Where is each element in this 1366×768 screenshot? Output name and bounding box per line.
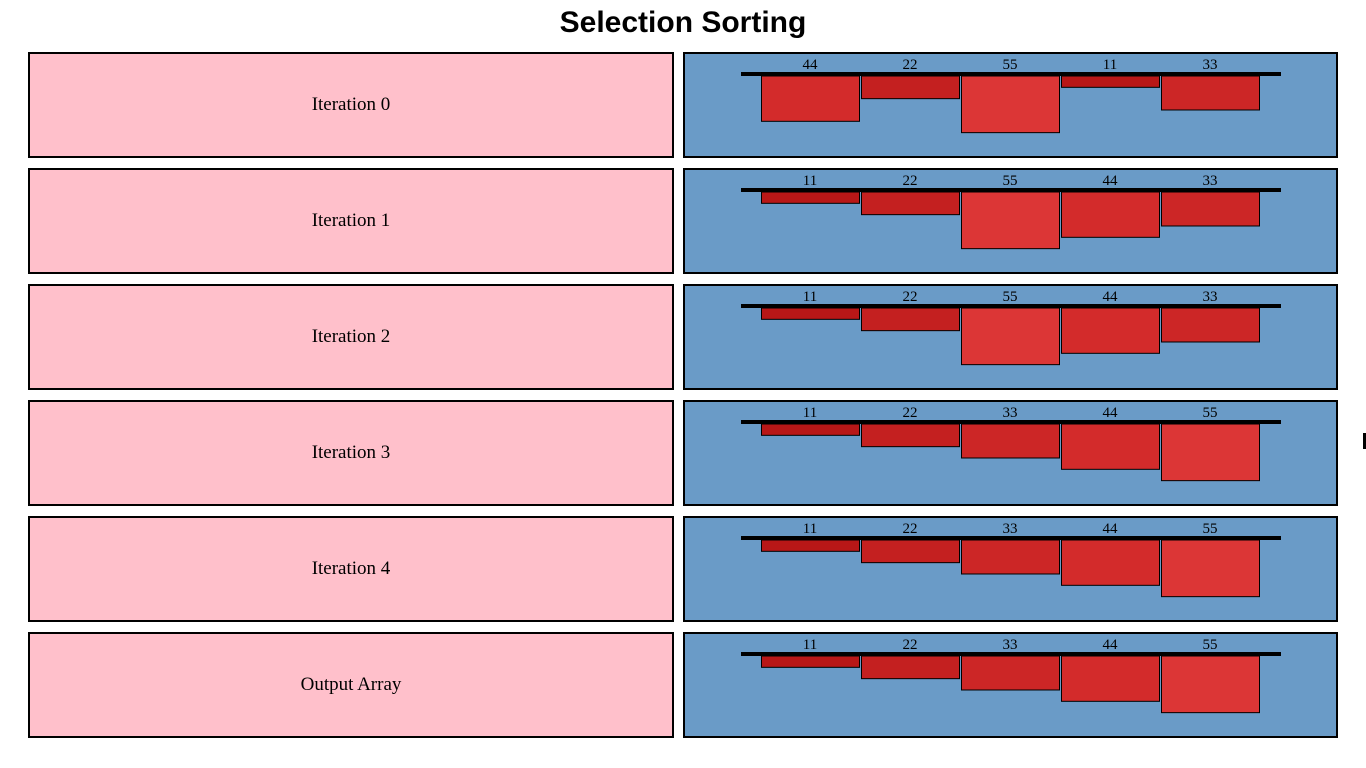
array-value-label: 11 bbox=[803, 405, 817, 421]
array-value-label: 44 bbox=[803, 57, 819, 73]
iteration-label: Iteration 3 bbox=[28, 400, 674, 506]
array-value-label: 11 bbox=[803, 289, 817, 305]
array-bar bbox=[1161, 655, 1260, 714]
iterations-list: Iteration 0 44 22 55 11 33 Iteration 1 11 22 5… bbox=[28, 52, 1338, 748]
array-chart: 11 22 33 44 55 bbox=[683, 400, 1338, 506]
array-bar bbox=[1061, 75, 1160, 88]
array-bar bbox=[961, 191, 1060, 250]
array-bar bbox=[861, 307, 960, 332]
iteration-row: Iteration 1 11 22 55 44 33 bbox=[28, 168, 1338, 274]
array-bar bbox=[1061, 307, 1160, 354]
array-value-label: 33 bbox=[1203, 57, 1218, 73]
array-bar bbox=[1161, 423, 1260, 482]
array-value-label: 22 bbox=[903, 173, 918, 189]
array-chart-svg: 11 22 55 44 33 bbox=[741, 289, 1281, 366]
array-value-label: 33 bbox=[1003, 521, 1018, 537]
array-bar bbox=[861, 539, 960, 564]
array-bar bbox=[761, 423, 860, 436]
array-axis-line bbox=[741, 536, 1281, 540]
array-value-label: 55 bbox=[1003, 173, 1018, 189]
array-bar bbox=[761, 191, 860, 204]
array-axis-line bbox=[741, 72, 1281, 76]
iteration-row: Iteration 4 11 22 33 44 55 bbox=[28, 516, 1338, 622]
array-bar bbox=[1061, 423, 1160, 470]
array-chart-svg: 44 22 55 11 33 bbox=[741, 57, 1281, 134]
array-chart: 11 22 33 44 55 bbox=[683, 632, 1338, 738]
array-bar bbox=[1161, 539, 1260, 598]
iteration-label: Iteration 2 bbox=[28, 284, 674, 390]
array-value-label: 22 bbox=[903, 405, 918, 421]
array-value-label: 11 bbox=[803, 173, 817, 189]
array-bar bbox=[1061, 655, 1160, 702]
iteration-row: Output Array 11 22 33 44 55 bbox=[28, 632, 1338, 738]
array-bar bbox=[761, 307, 860, 320]
array-chart-svg: 11 22 33 44 55 bbox=[741, 405, 1281, 482]
array-value-label: 55 bbox=[1203, 637, 1218, 653]
array-bar bbox=[1061, 539, 1160, 586]
array-axis-line bbox=[741, 420, 1281, 424]
text-cursor-mark bbox=[1363, 433, 1366, 449]
iteration-label: Iteration 1 bbox=[28, 168, 674, 274]
array-bar bbox=[761, 655, 860, 668]
array-chart-svg: 11 22 55 44 33 bbox=[741, 173, 1281, 250]
array-value-label: 22 bbox=[903, 521, 918, 537]
array-value-label: 22 bbox=[903, 637, 918, 653]
array-bar bbox=[761, 539, 860, 552]
array-value-label: 11 bbox=[803, 637, 817, 653]
array-bar bbox=[1161, 307, 1260, 343]
array-chart: 11 22 55 44 33 bbox=[683, 284, 1338, 390]
array-bar bbox=[961, 307, 1060, 366]
iteration-row: Iteration 3 11 22 33 44 55 bbox=[28, 400, 1338, 506]
iteration-label: Output Array bbox=[28, 632, 674, 738]
array-bar bbox=[861, 191, 960, 216]
array-chart: 11 22 33 44 55 bbox=[683, 516, 1338, 622]
array-value-label: 11 bbox=[803, 521, 817, 537]
array-value-label: 44 bbox=[1103, 405, 1119, 421]
array-value-label: 33 bbox=[1003, 637, 1018, 653]
array-chart: 44 22 55 11 33 bbox=[683, 52, 1338, 158]
array-bar bbox=[861, 423, 960, 448]
array-bar bbox=[961, 655, 1060, 691]
array-bar bbox=[1061, 191, 1160, 238]
array-axis-line bbox=[741, 304, 1281, 308]
array-bar bbox=[961, 75, 1060, 134]
array-value-label: 33 bbox=[1203, 289, 1218, 305]
array-value-label: 11 bbox=[1103, 57, 1117, 73]
page-title: Selection Sorting bbox=[559, 6, 807, 39]
array-value-label: 55 bbox=[1203, 405, 1218, 421]
array-value-label: 33 bbox=[1203, 173, 1218, 189]
array-value-label: 44 bbox=[1103, 289, 1119, 305]
array-chart-svg: 11 22 33 44 55 bbox=[741, 521, 1281, 598]
array-value-label: 33 bbox=[1003, 405, 1018, 421]
array-value-label: 44 bbox=[1103, 173, 1119, 189]
array-bar bbox=[861, 75, 960, 100]
iteration-row: Iteration 2 11 22 55 44 33 bbox=[28, 284, 1338, 390]
array-bar bbox=[1161, 191, 1260, 227]
array-value-label: 44 bbox=[1103, 521, 1119, 537]
array-value-label: 44 bbox=[1103, 637, 1119, 653]
array-bar bbox=[1161, 75, 1260, 111]
array-value-label: 22 bbox=[903, 57, 918, 73]
array-bar bbox=[761, 75, 860, 122]
array-axis-line bbox=[741, 188, 1281, 192]
array-bar bbox=[961, 423, 1060, 459]
iteration-label: Iteration 0 bbox=[28, 52, 674, 158]
array-bar bbox=[961, 539, 1060, 575]
array-value-label: 55 bbox=[1203, 521, 1218, 537]
array-axis-line bbox=[741, 652, 1281, 656]
iteration-row: Iteration 0 44 22 55 11 33 bbox=[28, 52, 1338, 158]
array-value-label: 55 bbox=[1003, 289, 1018, 305]
array-value-label: 22 bbox=[903, 289, 918, 305]
array-chart: 11 22 55 44 33 bbox=[683, 168, 1338, 274]
iteration-label: Iteration 4 bbox=[28, 516, 674, 622]
array-chart-svg: 11 22 33 44 55 bbox=[741, 637, 1281, 714]
array-bar bbox=[861, 655, 960, 680]
array-value-label: 55 bbox=[1003, 57, 1018, 73]
